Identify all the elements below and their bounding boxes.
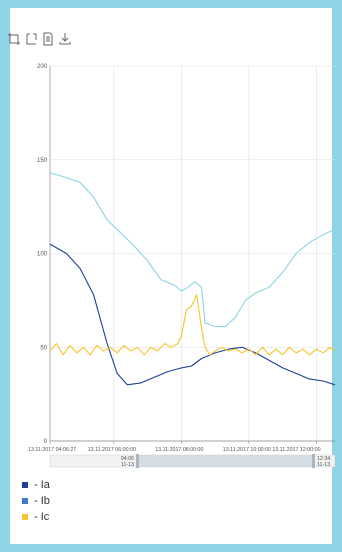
legend-item-ic[interactable]: - Ic <box>22 510 50 524</box>
legend-label-ib: - Ib <box>34 495 50 507</box>
range-slider-right-handle[interactable] <box>312 454 315 468</box>
grid <box>50 65 335 442</box>
range-end-date: 11-13 <box>317 462 330 468</box>
chart-toolbar <box>7 32 72 48</box>
y-tick-label: 200 <box>37 64 48 70</box>
range-slider-left-handle[interactable] <box>136 454 139 468</box>
series-line-ia <box>49 243 336 386</box>
legend-item-ib[interactable]: - Ib <box>22 494 50 508</box>
legend-swatch-ia <box>22 482 28 488</box>
legend-swatch-ic <box>22 514 28 520</box>
legend-label-ia: - Ia <box>34 479 50 491</box>
y-tick-label: 150 <box>37 158 48 164</box>
y-tick-label: 100 <box>37 252 48 258</box>
data-view-icon[interactable] <box>41 32 55 46</box>
axes: 0 50 100 150 200 13.11.2017 04:06:27 13.11.201… <box>28 64 335 453</box>
x-tick-label: 13.11.2017 08:00:00 <box>155 447 203 453</box>
range-slider-window[interactable] <box>137 455 313 467</box>
chart-legend: - Ia - Ib - Ic <box>22 478 50 526</box>
legend-label-ic: - Ic <box>34 511 50 523</box>
range-start-time: 04:06 <box>121 456 134 462</box>
y-tick-label: 0 <box>44 439 48 445</box>
zoom-in-icon[interactable] <box>7 32 21 46</box>
range-start-date: 11-13 <box>121 462 134 468</box>
series <box>49 172 336 386</box>
series-line-ib <box>49 172 336 328</box>
legend-swatch-ib <box>22 498 28 504</box>
x-tick-label: 13.11.2017 04:06:27 <box>28 447 76 453</box>
x-tick-label: 13.11.2017 12:00:00 <box>272 447 320 453</box>
range-slider[interactable]: 04:06 11-13 12:34 11-13 <box>49 454 336 468</box>
x-tick-label: 13.11.2017 10:00:00 <box>223 447 271 453</box>
y-tick-label: 50 <box>40 345 47 351</box>
download-icon[interactable] <box>58 32 72 46</box>
range-end-time: 12:34 <box>317 456 330 462</box>
legend-item-ia[interactable]: - Ia <box>22 478 50 492</box>
x-tick-label: 13.11.2017 06:00:00 <box>88 447 136 453</box>
zoom-out-icon[interactable] <box>24 32 38 46</box>
series-line-ic <box>49 294 336 356</box>
chart-panel <box>10 8 332 544</box>
